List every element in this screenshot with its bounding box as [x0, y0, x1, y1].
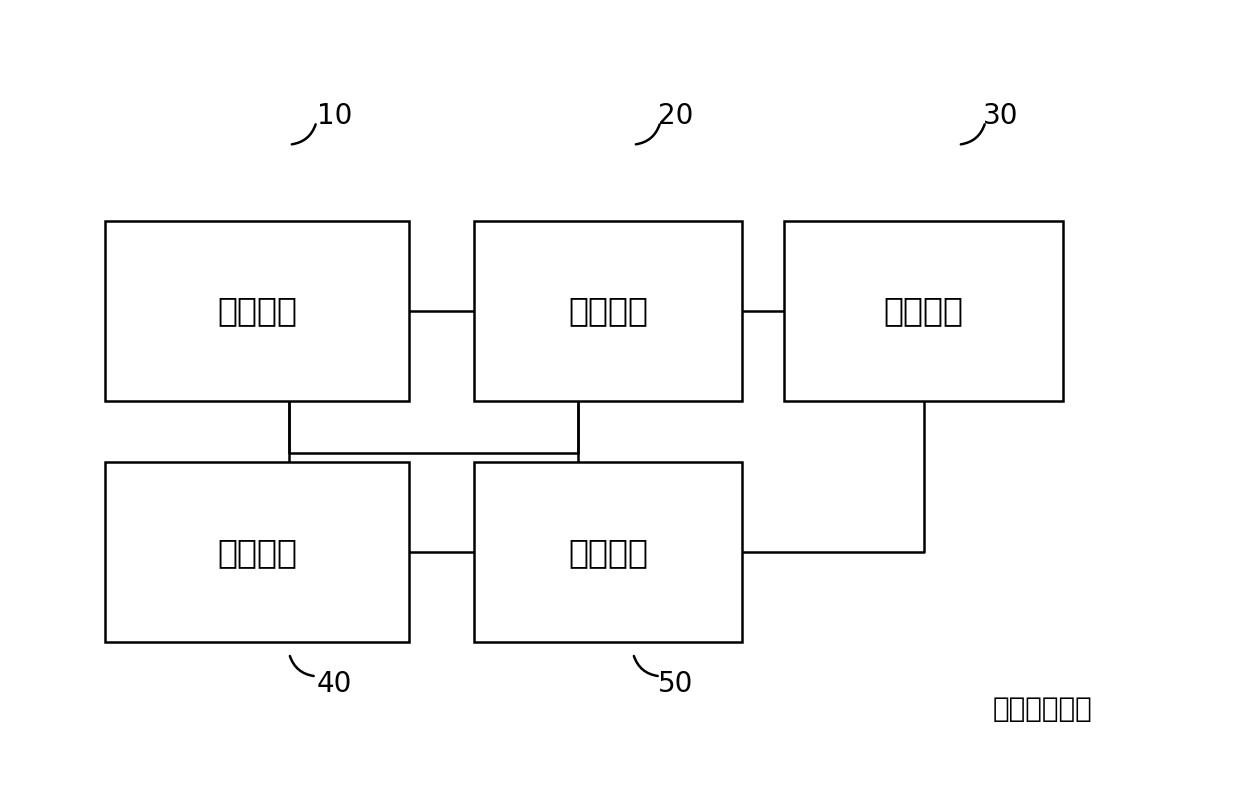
Text: 10: 10	[316, 101, 352, 129]
Text: 50: 50	[658, 670, 693, 698]
Bar	[784, 221, 1064, 401]
Text: 控制装置: 控制装置	[568, 535, 649, 569]
Text: 40: 40	[316, 670, 352, 698]
Text: 压合装置: 压合装置	[217, 535, 296, 569]
Text: 20: 20	[658, 101, 693, 129]
Text: 30: 30	[983, 101, 1019, 129]
Bar	[474, 462, 742, 642]
Text: 固定装置: 固定装置	[217, 294, 296, 327]
Text: 热熔装置: 热熔装置	[884, 294, 963, 327]
Text: 热熔螺母设备: 热熔螺母设备	[993, 695, 1092, 723]
Bar	[105, 462, 409, 642]
Bar	[105, 221, 409, 401]
Bar	[474, 221, 742, 401]
Text: 定位装置: 定位装置	[568, 294, 649, 327]
